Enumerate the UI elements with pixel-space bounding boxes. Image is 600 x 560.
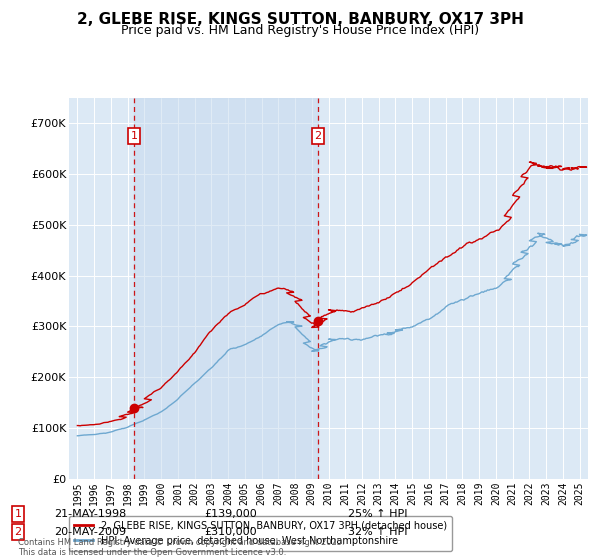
Text: 2, GLEBE RISE, KINGS SUTTON, BANBURY, OX17 3PH: 2, GLEBE RISE, KINGS SUTTON, BANBURY, OX… (77, 12, 523, 27)
Text: £310,000: £310,000 (204, 527, 257, 537)
Legend: 2, GLEBE RISE, KINGS SUTTON, BANBURY, OX17 3PH (detached house), HPI: Average pr: 2, GLEBE RISE, KINGS SUTTON, BANBURY, OX… (68, 516, 452, 550)
Text: 1: 1 (14, 509, 22, 519)
Text: 1: 1 (130, 131, 137, 141)
Bar (134, 98, 318, 479)
Text: £139,000: £139,000 (204, 509, 257, 519)
Text: 2: 2 (14, 527, 22, 537)
Text: Price paid vs. HM Land Registry's House Price Index (HPI): Price paid vs. HM Land Registry's House … (121, 24, 479, 37)
Text: 2: 2 (314, 131, 322, 141)
Text: 20-MAY-2009: 20-MAY-2009 (54, 527, 126, 537)
Text: 21-MAY-1998: 21-MAY-1998 (54, 509, 126, 519)
Text: Contains HM Land Registry data © Crown copyright and database right 2025.
This d: Contains HM Land Registry data © Crown c… (18, 538, 344, 557)
Text: 32% ↑ HPI: 32% ↑ HPI (348, 527, 407, 537)
Text: 25% ↑ HPI: 25% ↑ HPI (348, 509, 407, 519)
